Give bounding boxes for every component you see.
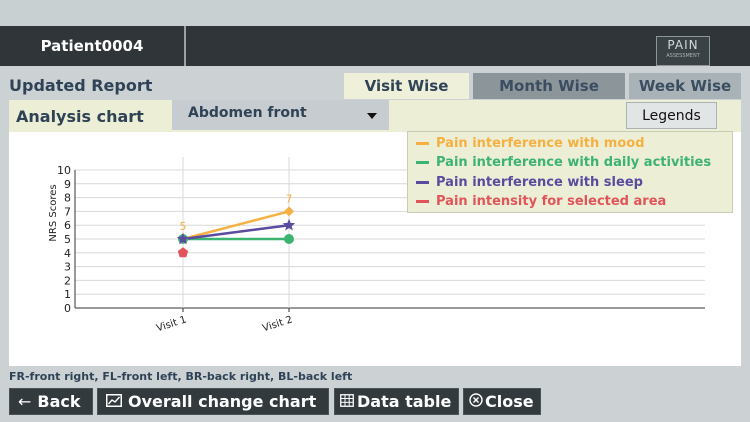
region-dropdown[interactable]: Abdomen front	[172, 100, 389, 130]
legend-label: Pain interference with daily activities	[436, 155, 712, 170]
data-label: 7	[286, 192, 293, 205]
chevron-down-icon	[367, 113, 377, 119]
tab-month-wise[interactable]: Month Wise	[473, 73, 625, 99]
legend-label: Pain interference with mood	[436, 136, 645, 151]
body-region-footnote: FR-front right, FL-front left, BR-back r…	[9, 370, 353, 383]
table-icon	[340, 392, 354, 411]
y-tick-label: 6	[64, 219, 71, 232]
x-tick-label: Visit 2	[261, 314, 294, 334]
y-tick-label: 9	[64, 178, 71, 191]
y-tick-label: 2	[64, 274, 71, 287]
back-button-label: Back	[37, 392, 81, 411]
y-tick-label: 4	[64, 247, 71, 260]
overall-change-chart-label: Overall change chart	[128, 392, 317, 411]
region-dropdown-value: Abdomen front	[188, 105, 307, 121]
y-tick-label: 7	[64, 205, 71, 218]
data-point	[177, 247, 189, 258]
data-point	[284, 206, 294, 217]
data-point	[176, 232, 190, 245]
y-tick-label: 10	[57, 164, 71, 177]
data-table-label: Data table	[357, 392, 452, 411]
logo-subtext: ASSESSMENT	[666, 53, 700, 59]
legend-swatch	[416, 161, 429, 164]
y-tick-label: 8	[64, 192, 71, 205]
chart-legend: Pain interference with mood Pain interfe…	[407, 131, 733, 213]
y-tick-label: 3	[64, 261, 71, 274]
legend-item-mood: Pain interference with mood	[416, 136, 645, 151]
legend-swatch	[416, 142, 429, 145]
series-line	[182, 223, 290, 241]
y-tick-label: 1	[64, 288, 71, 301]
y-tick-label: 5	[64, 233, 71, 246]
data-point	[282, 218, 296, 231]
top-strip	[0, 0, 750, 26]
app-header	[0, 26, 750, 66]
close-button-label: Close	[485, 392, 534, 411]
series-line	[182, 210, 290, 241]
y-tick-label: 0	[64, 302, 71, 315]
legend-label: Pain interference with sleep	[436, 175, 643, 190]
line-chart-icon	[106, 392, 122, 411]
legend-item-sleep: Pain interference with sleep	[416, 175, 643, 190]
close-icon	[469, 392, 483, 411]
legend-swatch	[416, 200, 429, 203]
page-title: Updated Report	[9, 76, 153, 95]
patient-name: Patient0004	[0, 26, 186, 66]
arrow-left-icon: ←	[18, 392, 32, 411]
data-point	[284, 234, 294, 244]
analysis-title: Analysis chart	[16, 107, 144, 126]
y-axis-label: NRS Scores	[48, 184, 59, 241]
legend-item-intensity: Pain intensity for selected area	[416, 194, 666, 209]
overall-change-chart-button[interactable]: Overall change chart	[97, 388, 329, 415]
tab-week-wise[interactable]: Week Wise	[629, 73, 741, 99]
x-tick-label: Visit 1	[155, 314, 188, 334]
data-label: 5	[180, 220, 187, 233]
legend-label: Pain intensity for selected area	[436, 194, 667, 209]
tab-visit-wise[interactable]: Visit Wise	[344, 73, 469, 99]
legend-item-daily-activities: Pain interference with daily activities	[416, 155, 711, 170]
back-button[interactable]: ← Back	[9, 388, 93, 415]
legend-swatch	[416, 181, 429, 184]
legends-button[interactable]: Legends	[626, 102, 717, 129]
app-logo: PAIN ASSESSMENT	[656, 36, 710, 66]
close-button[interactable]: Close	[463, 388, 541, 415]
data-table-button[interactable]: Data table	[334, 388, 459, 415]
logo-text: PAIN	[667, 38, 699, 52]
